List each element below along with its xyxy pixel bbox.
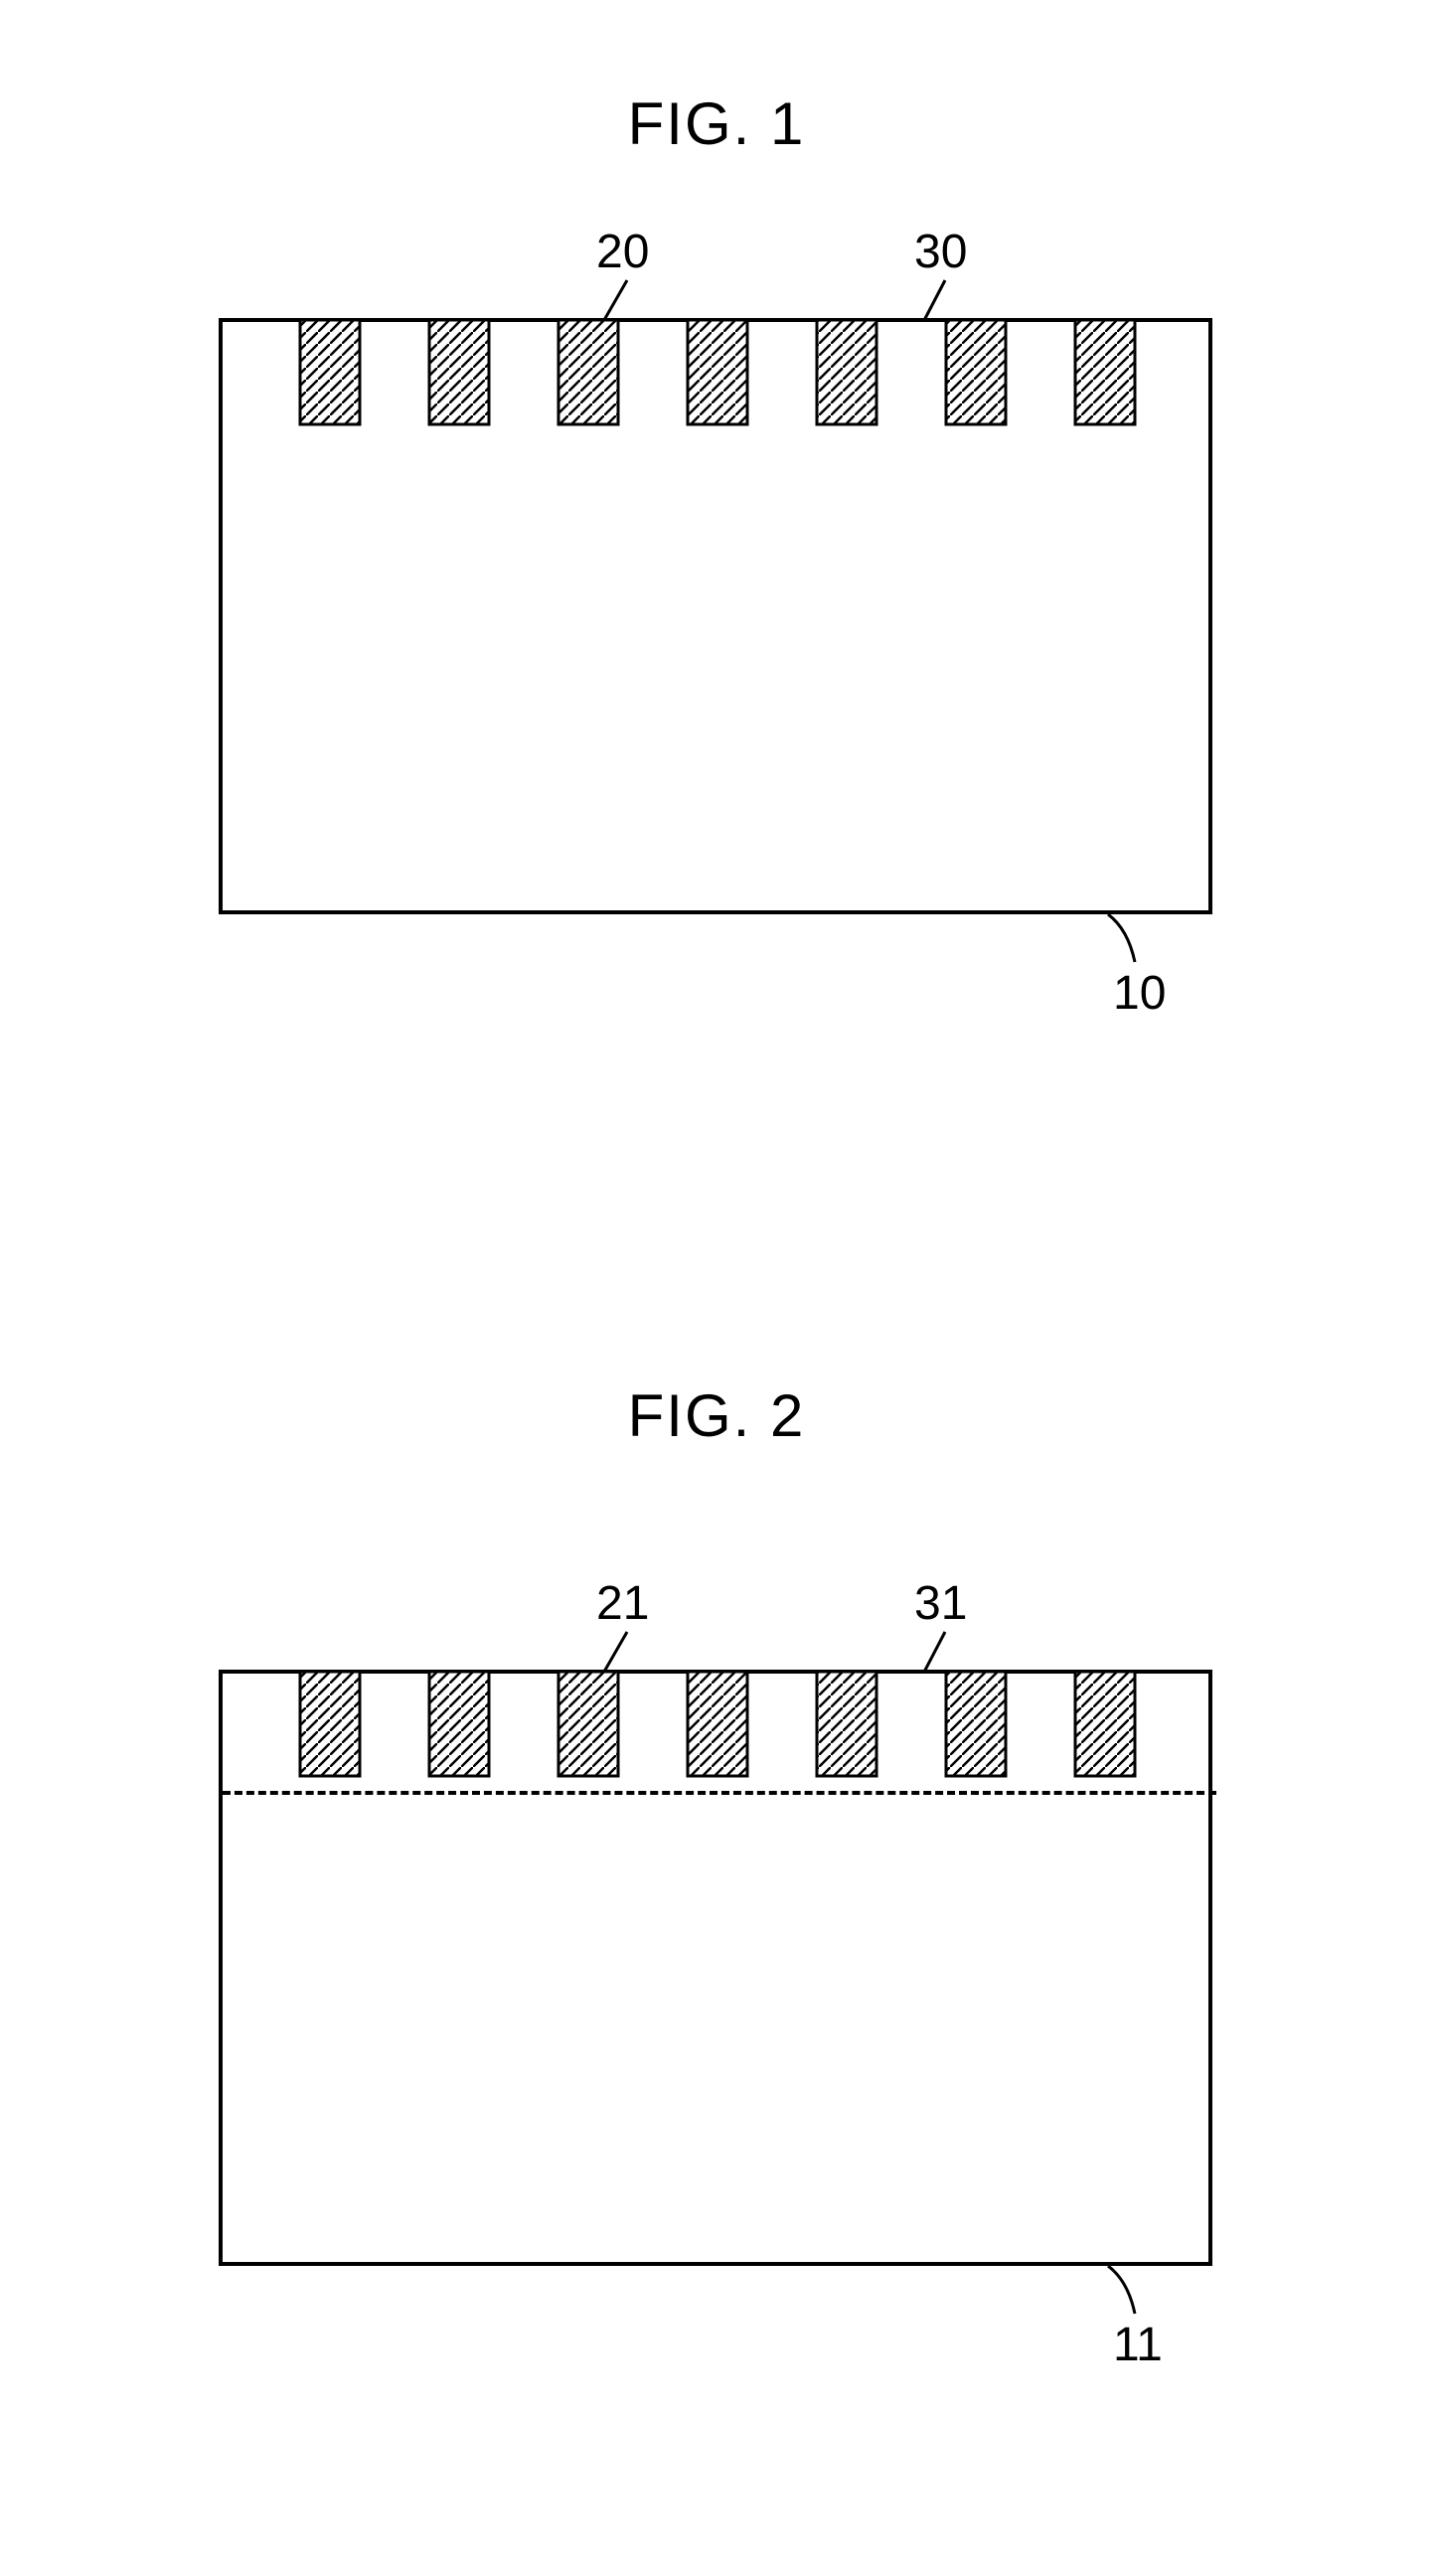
figure-1-title: FIG. 1 [0,89,1433,158]
figure-2-title: FIG. 2 [0,1381,1433,1450]
figure-2-dashed-line [223,1791,1216,1795]
figure-2-bars [223,1672,1216,1791]
label-31: 31 [914,1576,967,1631]
label-10: 10 [1113,966,1166,1021]
label-30: 30 [914,225,967,279]
page: FIG. 1 20 30 10 [0,0,1433,2576]
label-20: 20 [596,225,649,279]
figure-1-bars [223,320,1216,439]
figure-2-substrate [219,1670,1212,2266]
figure-1-substrate [219,318,1212,914]
label-11: 11 [1113,2318,1163,2372]
label-21: 21 [596,1576,649,1631]
